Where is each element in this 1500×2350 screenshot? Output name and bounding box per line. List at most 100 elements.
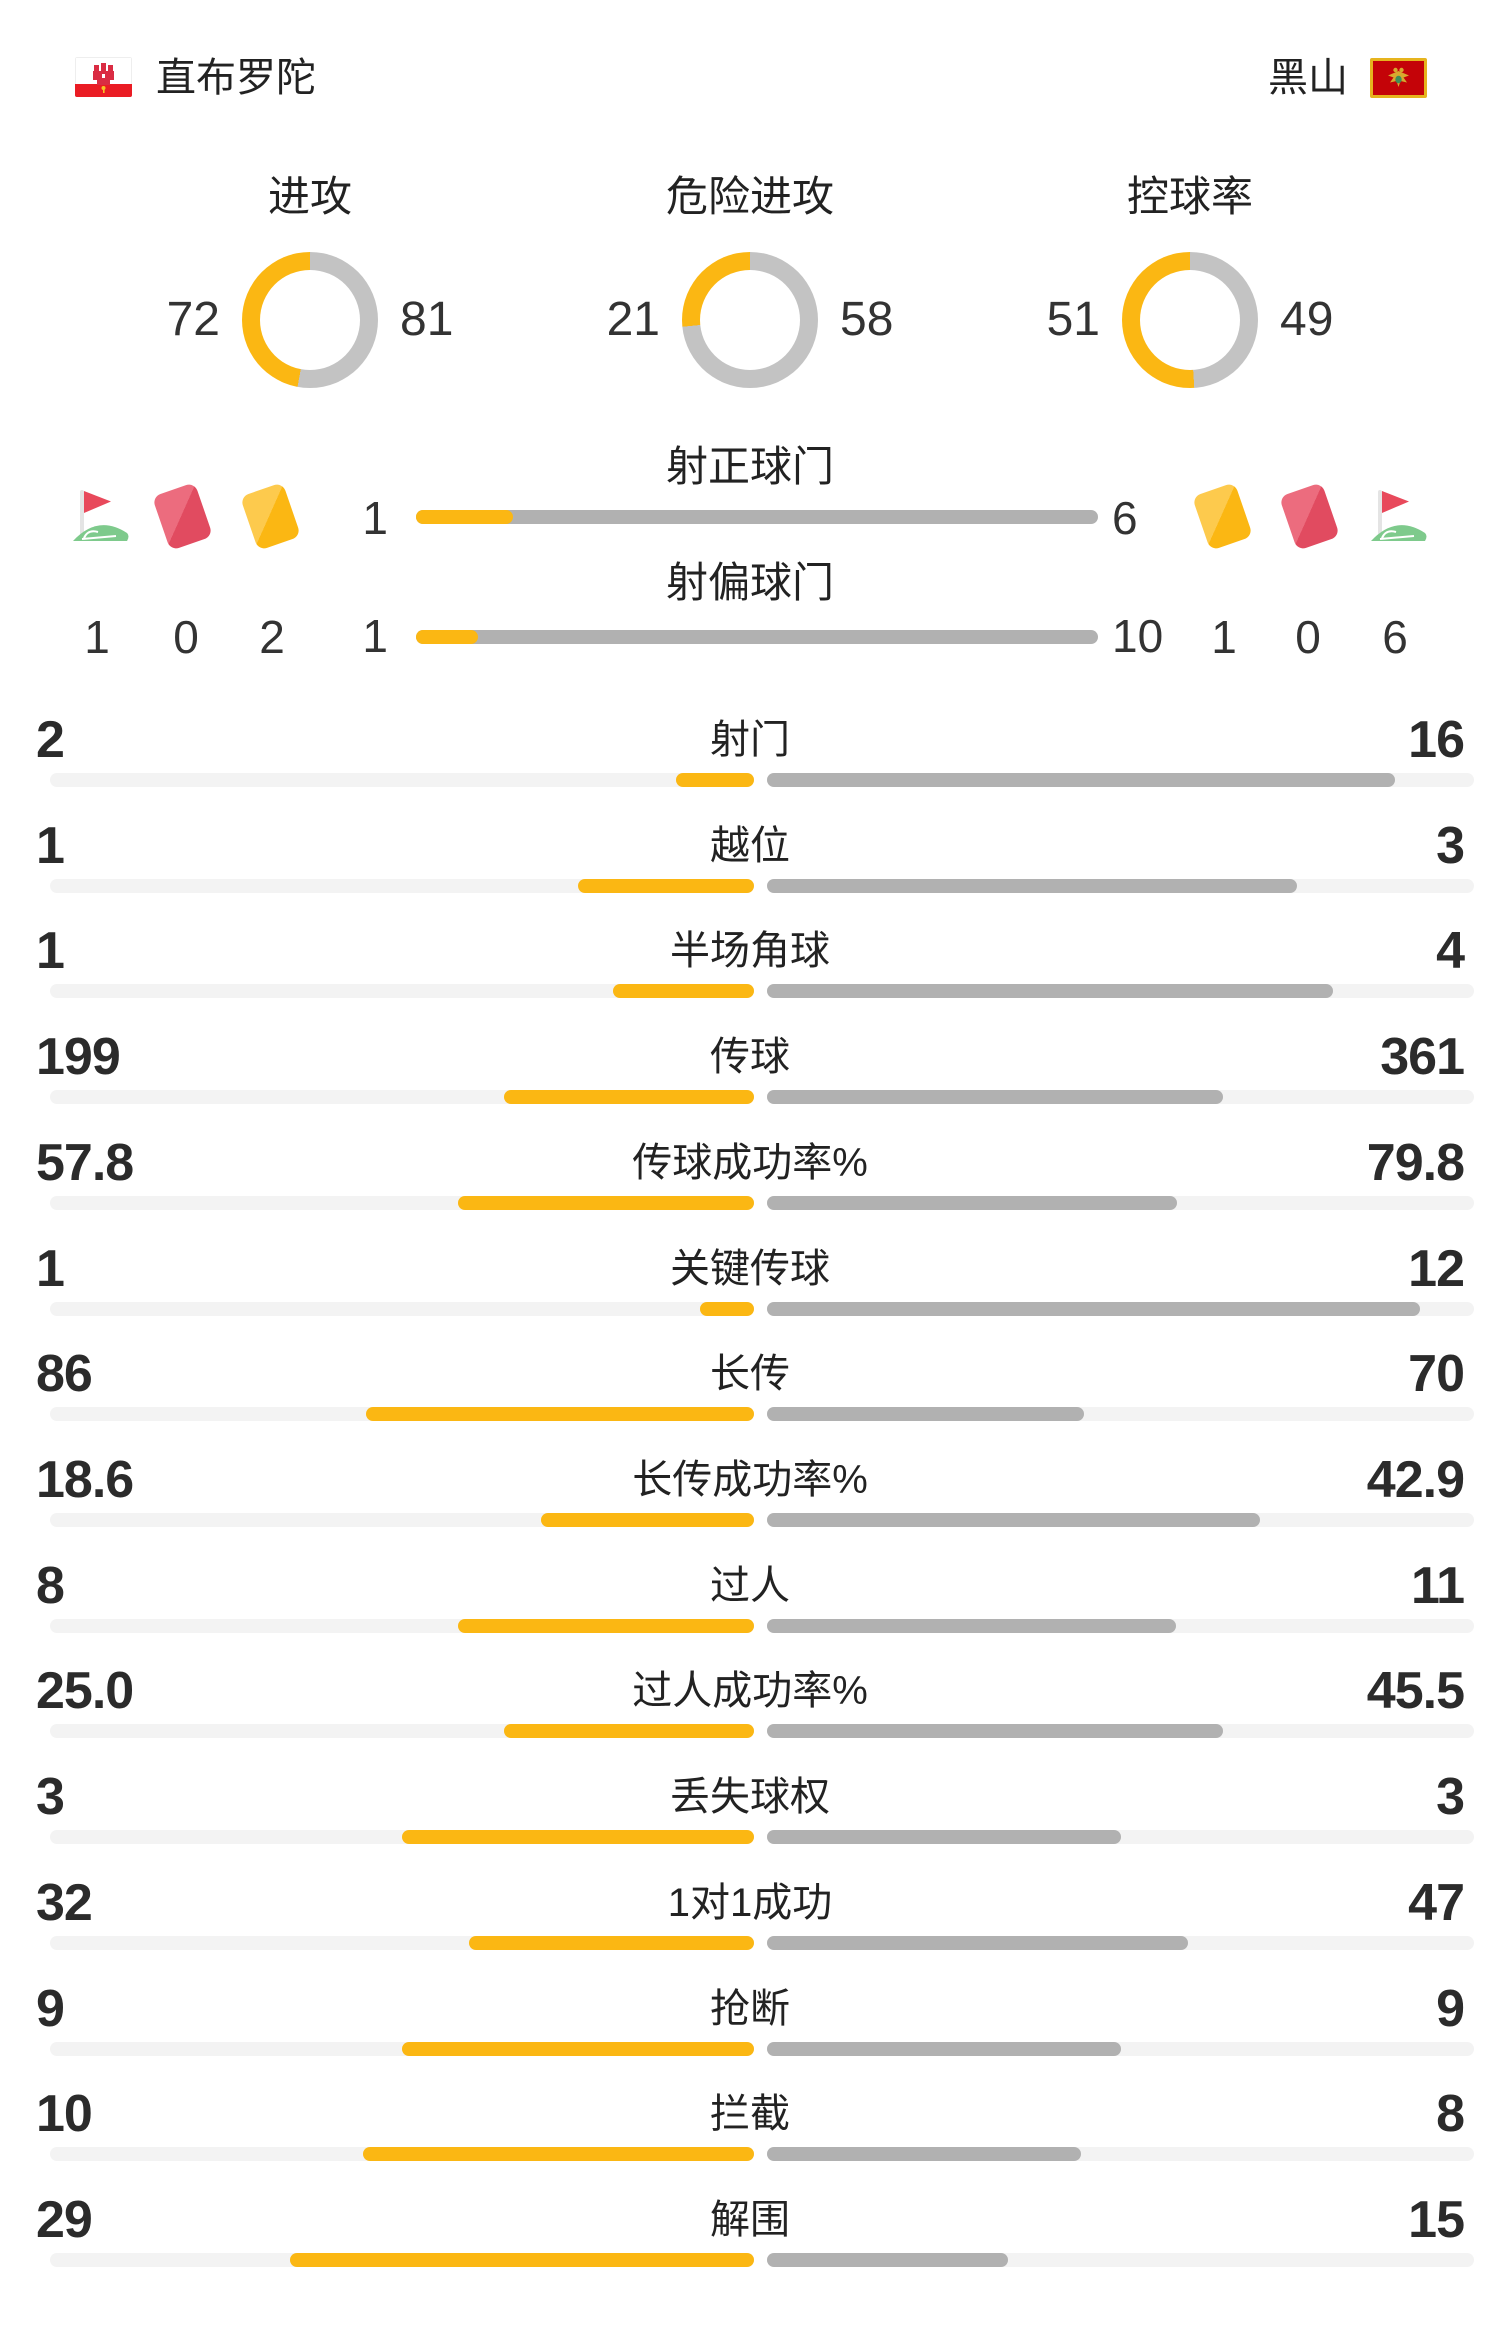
stat-bar-home xyxy=(50,2147,754,2161)
away-team-name: 黑山 xyxy=(1268,56,1348,100)
stat-away-value: 11 xyxy=(1411,1557,1465,1615)
stat-bar-home xyxy=(50,1513,754,1527)
stat-row: 8 过人 11 xyxy=(0,1559,1500,1665)
stat-label: 解围 xyxy=(710,2198,790,2242)
stat-home-value: 1 xyxy=(36,817,65,875)
stat-away-value: 15 xyxy=(1408,2191,1465,2249)
stat-row: 1 关键传球 12 xyxy=(0,1242,1500,1348)
stat-label: 抢断 xyxy=(710,1987,790,2031)
stat-bar-away xyxy=(767,1619,1474,1633)
donut-away-value: 58 xyxy=(840,293,894,346)
stat-label: 长传成功率% xyxy=(632,1458,868,1502)
stat-away-value: 42.9 xyxy=(1366,1451,1465,1509)
stat-home-value: 32 xyxy=(36,1874,93,1932)
stat-away-value: 70 xyxy=(1408,1345,1465,1403)
donut-chart-2: 控球率 51 49 xyxy=(975,170,1405,400)
corner-flag-icon xyxy=(1368,488,1430,551)
stat-bar-away xyxy=(767,1936,1474,1950)
stat-home-value: 1 xyxy=(36,922,65,980)
stat-label: 长传 xyxy=(710,1352,790,1396)
away-yellow-card-count: 1 xyxy=(1211,611,1237,663)
stat-bar-home xyxy=(50,1090,754,1104)
stat-bar-away xyxy=(767,1724,1474,1738)
stat-row: 9 抢断 9 xyxy=(0,1982,1500,2088)
stat-away-value: 9 xyxy=(1436,1980,1465,2038)
stat-bar-home xyxy=(50,1302,754,1316)
shots-on-target-label: 射正球门 xyxy=(665,443,834,490)
stat-row: 10 拦截 8 xyxy=(0,2087,1500,2193)
gibraltar-flag-icon xyxy=(75,57,132,97)
stat-bar-home xyxy=(50,2253,754,2267)
corner-flag-icon xyxy=(70,488,132,551)
shots-on-target-away: 6 xyxy=(1112,492,1138,544)
stat-away-value: 12 xyxy=(1408,1240,1465,1298)
stat-label: 半场角球 xyxy=(670,929,830,973)
stat-away-value: 45.5 xyxy=(1366,1662,1465,1720)
stat-away-value: 4 xyxy=(1436,922,1465,980)
stat-home-value: 29 xyxy=(36,2191,93,2249)
stat-bar-away xyxy=(767,1407,1474,1421)
stat-home-value: 3 xyxy=(36,1768,65,1826)
stat-bar-away xyxy=(767,1830,1474,1844)
donut-label: 进攻 xyxy=(267,173,352,220)
stat-row: 32 1对1成功 47 xyxy=(0,1876,1500,1982)
home-yellow-card-count: 2 xyxy=(259,611,285,663)
stat-away-value: 361 xyxy=(1380,1028,1465,1086)
stat-bar-home xyxy=(50,1830,754,1844)
stat-row: 18.6 长传成功率% 42.9 xyxy=(0,1453,1500,1559)
stat-away-value: 47 xyxy=(1408,1874,1465,1932)
stat-bar-home xyxy=(50,2042,754,2056)
home-red-card-count: 0 xyxy=(173,611,199,663)
stat-home-value: 25.0 xyxy=(36,1662,134,1720)
donut-home-value: 72 xyxy=(166,293,220,346)
stat-bar-away xyxy=(767,1196,1474,1210)
stat-bar-away xyxy=(767,2042,1474,2056)
stat-bar-away xyxy=(767,879,1474,893)
stat-bar-away xyxy=(767,2147,1474,2161)
stat-away-value: 3 xyxy=(1436,817,1465,875)
stat-bar-home xyxy=(50,1619,754,1633)
stat-bar-home xyxy=(50,1724,754,1738)
stat-row: 3 丢失球权 3 xyxy=(0,1770,1500,1876)
home-team-name: 直布罗陀 xyxy=(156,56,316,100)
stat-bar-away xyxy=(767,984,1474,998)
stat-label: 射门 xyxy=(710,718,790,762)
stat-label: 传球 xyxy=(710,1035,790,1079)
stat-row: 25.0 过人成功率% 45.5 xyxy=(0,1664,1500,1770)
red-card-icon xyxy=(1278,482,1341,551)
stat-row: 2 射门 16 xyxy=(0,713,1500,819)
donut-home-value: 51 xyxy=(1046,293,1100,346)
shots-off-target-home: 1 xyxy=(362,610,388,662)
donut-label: 危险进攻 xyxy=(665,173,834,220)
stat-bar-away xyxy=(767,1302,1474,1316)
away-red-card-count: 0 xyxy=(1295,611,1321,663)
donut-ring xyxy=(1122,252,1258,388)
donut-home-value: 21 xyxy=(606,293,660,346)
stat-home-value: 18.6 xyxy=(36,1451,134,1509)
stat-home-value: 2 xyxy=(36,711,65,769)
stat-home-value: 10 xyxy=(36,2085,93,2143)
donut-label: 控球率 xyxy=(1126,173,1253,220)
stat-row: 86 长传 70 xyxy=(0,1347,1500,1453)
stat-row: 1 越位 3 xyxy=(0,819,1500,925)
stat-label: 拦截 xyxy=(710,2092,790,2136)
stat-home-value: 57.8 xyxy=(36,1134,134,1192)
stat-home-value: 1 xyxy=(36,1240,65,1298)
stat-home-value: 8 xyxy=(36,1557,65,1615)
donut-ring xyxy=(682,252,818,388)
red-card-icon xyxy=(151,482,214,551)
stat-away-value: 16 xyxy=(1408,711,1465,769)
stat-bar-away xyxy=(767,773,1474,787)
stat-away-value: 8 xyxy=(1436,2085,1465,2143)
stat-bar-home xyxy=(50,1407,754,1421)
shots-off-target-bar xyxy=(416,630,1098,644)
stat-row: 57.8 传球成功率% 79.8 xyxy=(0,1136,1500,1242)
stat-bar-away xyxy=(767,1090,1474,1104)
yellow-card-icon xyxy=(1191,482,1254,551)
donut-away-value: 49 xyxy=(1280,293,1334,346)
stat-home-value: 86 xyxy=(36,1345,93,1403)
stat-label: 丢失球权 xyxy=(670,1775,830,1819)
stat-bar-home xyxy=(50,984,754,998)
home-corner-count: 1 xyxy=(84,611,110,663)
